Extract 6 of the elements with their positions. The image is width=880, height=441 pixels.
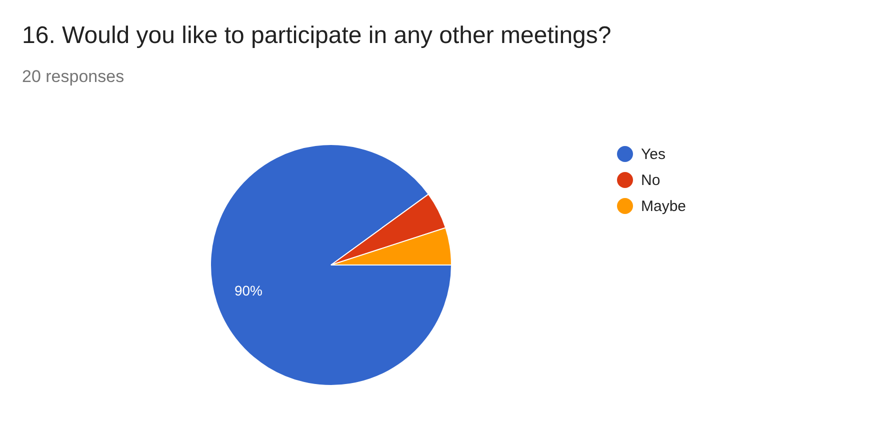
- legend-label: No: [641, 172, 660, 188]
- data-label: 90%: [234, 282, 262, 299]
- legend-label: Yes: [641, 146, 666, 162]
- chart-title: 16. Would you like to participate in any other meetings?: [22, 22, 612, 50]
- text: 20 responses: [22, 67, 124, 87]
- legend-label: Maybe: [641, 198, 686, 214]
